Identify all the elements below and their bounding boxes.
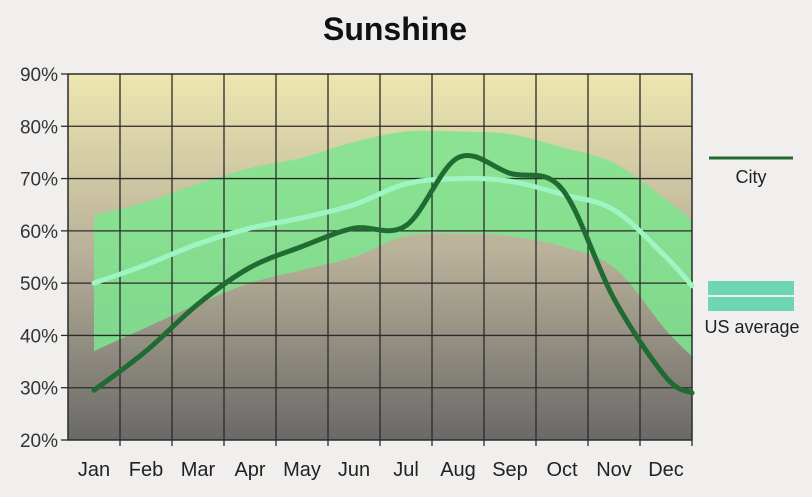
city-line <box>91 153 695 396</box>
x-tick-label: Nov <box>596 459 632 481</box>
chart-title: Sunshine <box>323 11 467 47</box>
x-tick-label: Apr <box>234 459 265 481</box>
legend-us-swatch-lower <box>708 297 794 311</box>
us-average-line <box>91 175 695 289</box>
legend-us-label: US average <box>704 317 799 337</box>
x-tick-label: Jan <box>78 459 110 481</box>
x-tick-label: Aug <box>440 459 476 481</box>
y-tick-label: 40% <box>20 326 58 347</box>
y-tick-label: 20% <box>20 431 58 452</box>
x-tick-label: Jul <box>393 459 419 481</box>
x-tick-label: Dec <box>648 459 684 481</box>
legend-city-label: City <box>736 167 767 187</box>
y-tick-label: 30% <box>20 379 58 400</box>
x-tick-label: Mar <box>181 459 216 481</box>
x-tick-label: Oct <box>546 459 578 481</box>
y-tick-label: 50% <box>20 274 58 295</box>
x-tick-label: May <box>283 459 321 481</box>
legend-us-swatch-upper <box>708 281 794 295</box>
x-tick-label: Sep <box>492 459 528 481</box>
x-tick-label: Feb <box>129 459 163 481</box>
x-tick-label: Jun <box>338 459 370 481</box>
y-tick-label: 60% <box>20 222 58 243</box>
y-tick-label: 70% <box>20 170 58 191</box>
y-tick-label: 80% <box>20 117 58 138</box>
y-tick-label: 90% <box>20 65 58 86</box>
